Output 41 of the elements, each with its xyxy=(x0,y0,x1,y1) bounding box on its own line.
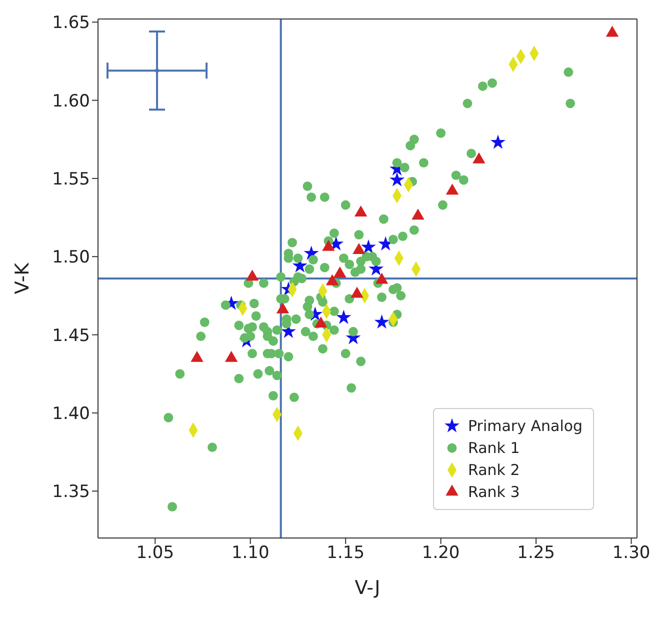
y-axis-title: V-K xyxy=(12,262,34,294)
x-tick-label: 1.15 xyxy=(326,543,365,564)
point xyxy=(336,310,352,324)
point xyxy=(472,152,486,164)
y-tick-label: 1.50 xyxy=(52,248,90,268)
point xyxy=(354,206,368,217)
legend-label: Primary Analog xyxy=(468,416,583,437)
x-tick-label: 1.25 xyxy=(517,543,555,564)
point xyxy=(350,286,364,298)
y-tick-label: 1.35 xyxy=(52,482,90,502)
y-tick-label: 1.55 xyxy=(52,169,90,190)
y-tick-label: 1.40 xyxy=(52,404,90,424)
point xyxy=(352,243,366,254)
point xyxy=(276,302,290,314)
x-tick-label: 1.10 xyxy=(231,543,270,564)
point xyxy=(375,272,388,284)
legend-label: Rank 3 xyxy=(468,482,520,503)
point xyxy=(155,68,159,73)
point xyxy=(326,274,339,286)
x-tick-label: 1.30 xyxy=(612,543,650,564)
point xyxy=(360,239,376,254)
point xyxy=(490,134,506,149)
point xyxy=(374,314,390,329)
point xyxy=(412,208,424,220)
point xyxy=(334,266,346,278)
point xyxy=(322,240,335,251)
point xyxy=(190,350,204,362)
legend-label: Rank 2 xyxy=(468,460,520,481)
point xyxy=(390,172,405,186)
point xyxy=(314,316,328,328)
point xyxy=(246,270,259,281)
legend-label: Rank 1 xyxy=(468,438,520,459)
point xyxy=(606,26,619,37)
point xyxy=(224,350,238,362)
point xyxy=(446,184,459,195)
x-tick-label: 1.05 xyxy=(136,543,174,564)
x-tick-label: 1.20 xyxy=(422,543,460,564)
x-axis-title: V-J xyxy=(354,577,380,599)
y-tick-label: 1.60 xyxy=(52,91,90,112)
y-tick-label: 1.65 xyxy=(52,13,90,34)
y-tick-label: 1.45 xyxy=(52,326,90,346)
